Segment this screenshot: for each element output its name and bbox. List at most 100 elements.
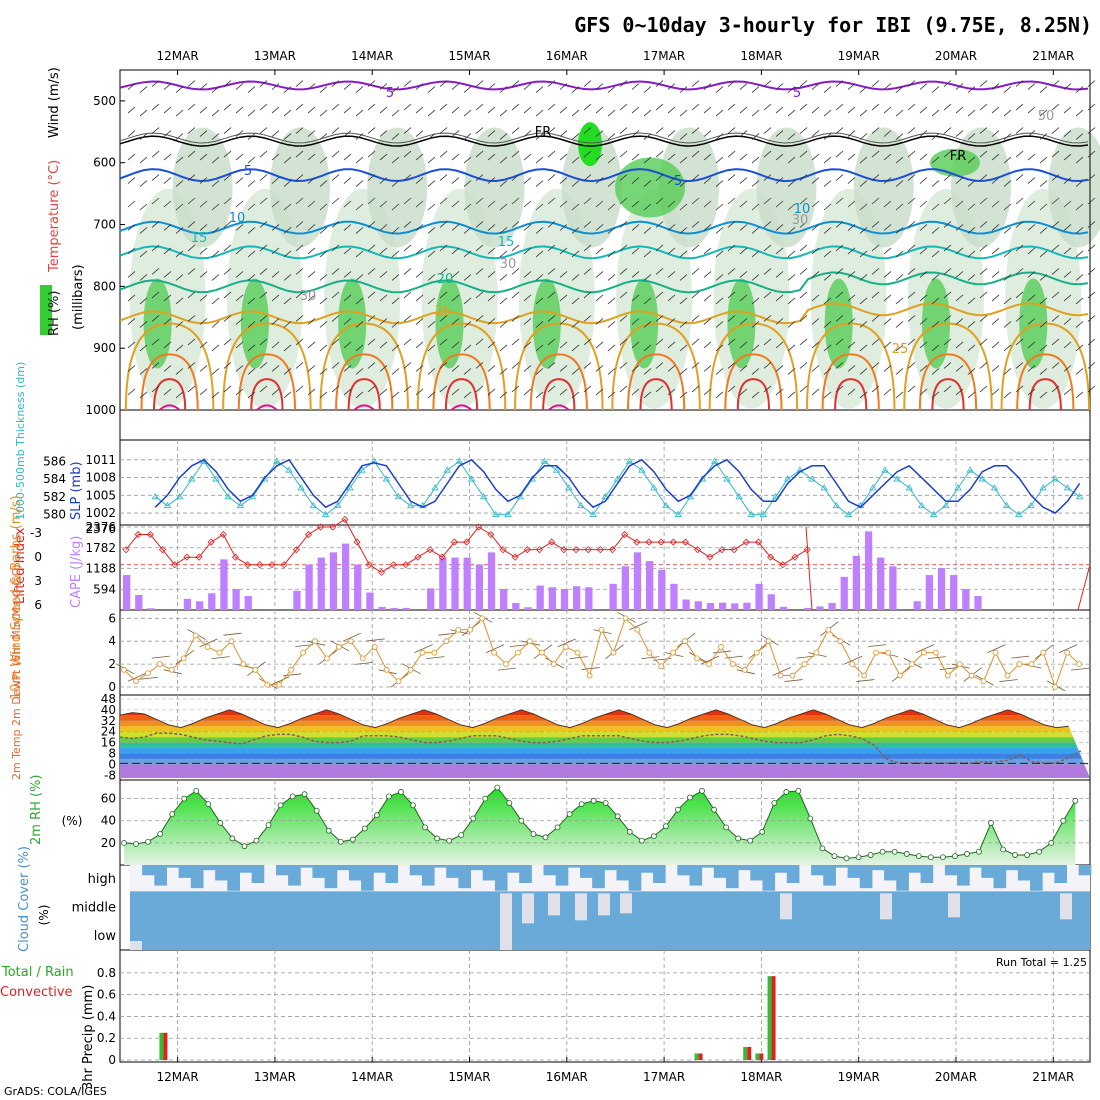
wind-barb: [331, 338, 340, 346]
thickness-point: [212, 475, 220, 482]
wind-barb: [703, 83, 712, 90]
wind-barb: [631, 388, 640, 396]
wind-barb: [991, 83, 1000, 90]
cloud-high-bar: [604, 865, 617, 871]
wind-barb: [919, 271, 928, 278]
temp-band: [120, 731, 1090, 738]
wind-barb: [403, 197, 412, 205]
wind-barb: [883, 153, 892, 161]
wind-barb: [811, 130, 820, 137]
wind-barb: [403, 362, 412, 369]
wind-barb: [1039, 133, 1048, 140]
cloud-row-label: middle: [72, 901, 116, 916]
wind-speed-point: [682, 638, 689, 645]
wind-barb: [847, 200, 856, 208]
wind-barb: [1027, 365, 1036, 372]
wind-barb: [895, 344, 904, 352]
wind-barb: [595, 341, 604, 349]
wind-barb: [259, 291, 268, 299]
wind-barb: [667, 153, 676, 161]
wind-barb: [319, 274, 328, 281]
wind-barb: [427, 274, 436, 281]
wind-barb: [523, 224, 532, 231]
rh-shade-high: [240, 278, 269, 369]
cape-bar: [718, 602, 727, 610]
temp-band: [120, 737, 1090, 743]
wind-barb: [127, 341, 136, 349]
contour-label: 10: [794, 202, 811, 217]
li-point: [767, 553, 775, 561]
li-point: [390, 561, 398, 569]
wind-barb: [223, 338, 232, 346]
cloud-high-bar: [288, 865, 301, 886]
rh-point: [891, 848, 898, 855]
cloud-low-gap: [130, 941, 142, 950]
wind-barb: [823, 321, 832, 328]
rh-point: [903, 851, 910, 857]
wind-barb: [955, 200, 964, 208]
wind-barb: [619, 103, 628, 111]
wind-barb: [295, 315, 304, 322]
wind-speed-point: [288, 666, 295, 673]
wind-barb: [1063, 318, 1072, 325]
pressure-tick-label: 1000: [85, 403, 116, 417]
wind-barb: [703, 294, 712, 302]
thickness-point: [297, 484, 305, 491]
wind-barb: [559, 271, 568, 278]
wind-barb: [631, 224, 640, 231]
wind-barb: [439, 174, 448, 181]
wind-barb: [763, 385, 772, 393]
warm-contour: [736, 378, 771, 411]
wind-barb: [151, 221, 160, 228]
wind-speed-point: [491, 649, 497, 656]
cape-bar: [560, 589, 569, 610]
contour-label: 5: [793, 86, 801, 101]
wind-barb: [799, 268, 808, 275]
wind-barb: [991, 130, 1000, 137]
wind-barb: [367, 221, 376, 228]
bottom-date-axis: 12MAR 13MAR 14MAR 15MAR 16MAR 17MAR 18MAR 19MAR…: [157, 1057, 1074, 1084]
li-point: [621, 530, 629, 539]
wind-barb: [691, 103, 700, 111]
wind-barb: [547, 174, 556, 181]
wind-barb: [415, 177, 424, 184]
li-point: [535, 546, 544, 554]
wind-barb: [679, 133, 688, 140]
wind-barb: [343, 271, 352, 278]
thickness-point: [771, 493, 780, 500]
wind-speed-point: [753, 649, 760, 656]
wind-barb: [979, 385, 988, 393]
wind-barb: [859, 297, 868, 305]
wind-barb: [739, 341, 748, 349]
thickness-point: [735, 493, 743, 500]
precip-convective-bar: [698, 1053, 703, 1060]
wind-barb: [715, 391, 724, 399]
wind-speed-point: [192, 632, 199, 639]
wind-barb: [127, 177, 136, 184]
wind-barb: [631, 271, 640, 278]
wind-barb: [403, 291, 412, 299]
wind-barb: [931, 321, 940, 328]
wind-barb: [811, 318, 820, 325]
wind-barb: [847, 294, 856, 302]
wind-barb: [655, 150, 664, 158]
rh-point: [675, 806, 681, 813]
wind-barb: [463, 391, 472, 399]
wind-barb: [895, 250, 904, 258]
cape-bar: [937, 568, 946, 610]
wind-speed-point: [228, 638, 235, 645]
wind-barb: [811, 294, 820, 302]
contour-label: 30: [300, 289, 317, 304]
rh-point: [289, 793, 296, 800]
rh-point: [1012, 852, 1019, 858]
wind-barb: [823, 227, 832, 234]
wind-barb: [139, 391, 148, 399]
wind-barb: [523, 341, 532, 349]
wind-barb: [1027, 271, 1036, 278]
wind-barb: [727, 127, 736, 134]
wind-barb: [151, 291, 160, 299]
wind-barb: [943, 127, 952, 134]
thickness-point: [1075, 493, 1084, 500]
rh-point: [650, 833, 657, 840]
